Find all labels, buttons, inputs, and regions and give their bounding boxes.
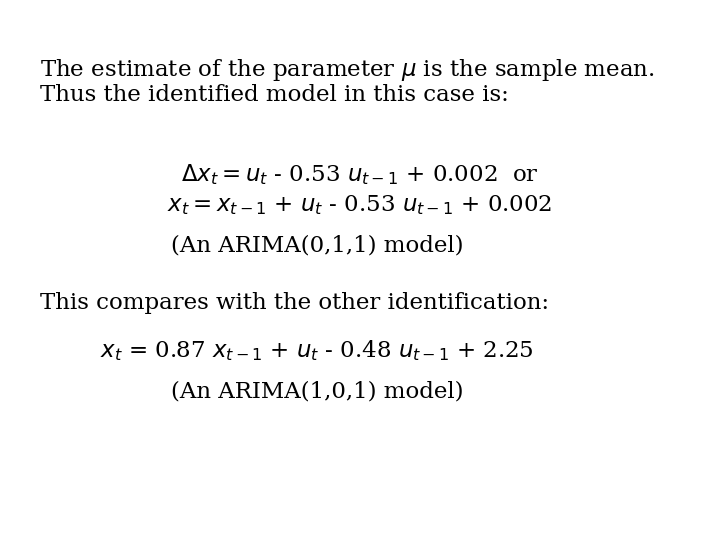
Text: (An ARIMA(1,0,1) model): (An ARIMA(1,0,1) model)	[171, 381, 463, 403]
Text: $\Delta x_t = u_t$ - 0.53 $u_{t-1}$ + 0.002  or: $\Delta x_t = u_t$ - 0.53 $u_{t-1}$ + 0.…	[181, 162, 539, 187]
Text: Thus the identified model in this case is:: Thus the identified model in this case i…	[40, 84, 508, 106]
Text: $x_t = x_{t-1}$ + $u_t$ - 0.53 $u_{t-1}$ + 0.002: $x_t = x_{t-1}$ + $u_t$ - 0.53 $u_{t-1}$…	[167, 193, 553, 217]
Text: $x_t$ = 0.87 $x_{t-1}$ + $u_t$ - 0.48 $u_{t-1}$ + 2.25: $x_t$ = 0.87 $x_{t-1}$ + $u_t$ - 0.48 $u…	[100, 339, 534, 363]
Text: This compares with the other identification:: This compares with the other identificat…	[40, 292, 549, 314]
Text: The estimate of the parameter $\mu$ is the sample mean.: The estimate of the parameter $\mu$ is t…	[40, 57, 654, 83]
Text: (An ARIMA(0,1,1) model): (An ARIMA(0,1,1) model)	[171, 235, 463, 257]
